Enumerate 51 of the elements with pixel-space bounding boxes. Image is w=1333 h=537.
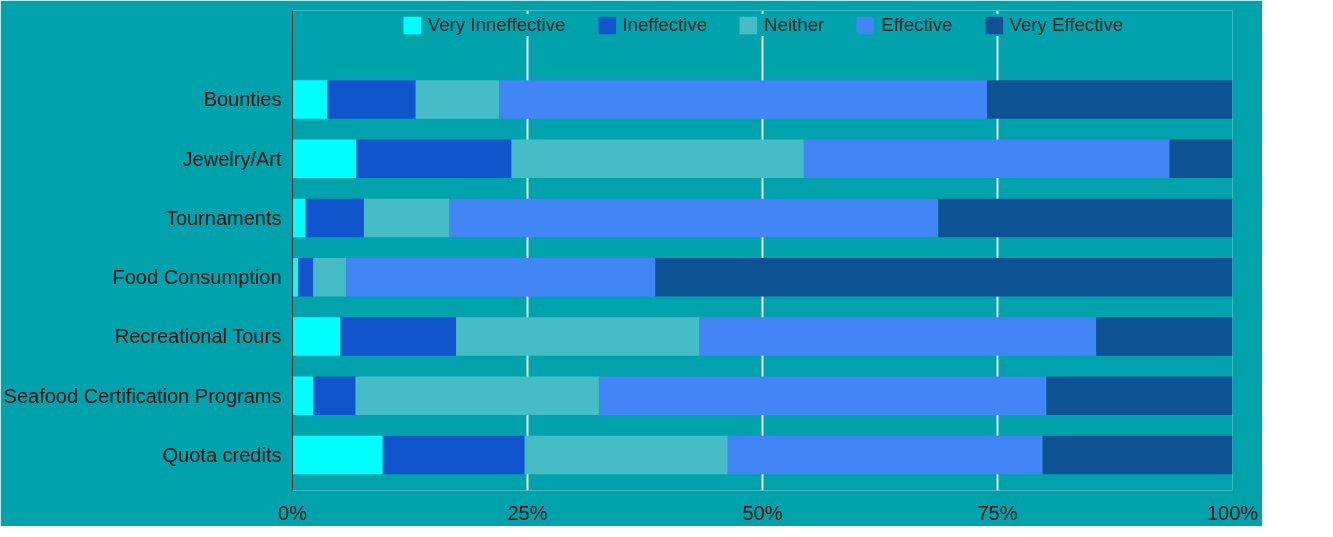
bar — [292, 198, 306, 238]
y-tick-label: Bounties — [203, 88, 282, 111]
legend-label: Ineffective — [622, 14, 708, 36]
bar — [355, 376, 599, 415]
bar — [313, 376, 356, 415]
bar — [524, 435, 728, 475]
y-tick-label: Quota credits — [162, 443, 282, 466]
bar — [727, 435, 1043, 475]
x-tick-label: 0% — [278, 501, 308, 524]
bar — [292, 435, 383, 475]
bar — [803, 139, 1170, 178]
bar — [346, 257, 656, 297]
y-tick-label: Seafood Certification Programs — [3, 384, 282, 407]
bar — [292, 376, 314, 415]
x-tick-label: 25% — [507, 501, 548, 524]
bar — [382, 435, 525, 475]
bar — [298, 257, 314, 297]
bar — [655, 257, 1233, 297]
y-tick-label: Jewelry/Art — [182, 147, 282, 170]
bar — [415, 80, 500, 119]
bar — [327, 80, 416, 119]
bar — [305, 198, 364, 238]
bar — [511, 139, 804, 178]
x-tick-label: 50% — [742, 501, 783, 524]
bar — [699, 317, 1097, 356]
legend-label: Very Inneffective — [427, 14, 566, 36]
bar — [598, 376, 1047, 415]
x-tick-label: 100% — [1206, 501, 1259, 524]
bar — [313, 257, 347, 297]
bar — [1169, 139, 1233, 178]
bar — [292, 317, 341, 356]
legend-label: Effective — [881, 14, 953, 36]
y-tick-label: Tournaments — [165, 206, 282, 229]
x-tick-label: 75% — [977, 501, 1018, 524]
bar — [1046, 376, 1233, 415]
bar — [356, 139, 512, 178]
bar — [456, 317, 700, 356]
bar — [499, 80, 988, 119]
bar — [1096, 317, 1233, 356]
legend-label: Very Effective — [1009, 14, 1124, 36]
bar — [938, 198, 1233, 238]
bar — [363, 198, 450, 238]
bar — [449, 198, 939, 238]
bar — [292, 139, 357, 178]
y-tick-label: Food Consumption — [112, 266, 282, 289]
bar — [1042, 435, 1233, 475]
y-tick-label: Recreational Tours — [114, 325, 282, 348]
bar — [987, 80, 1233, 119]
bar — [340, 317, 457, 356]
bar — [292, 80, 328, 119]
legend-label: Neither — [764, 14, 825, 36]
